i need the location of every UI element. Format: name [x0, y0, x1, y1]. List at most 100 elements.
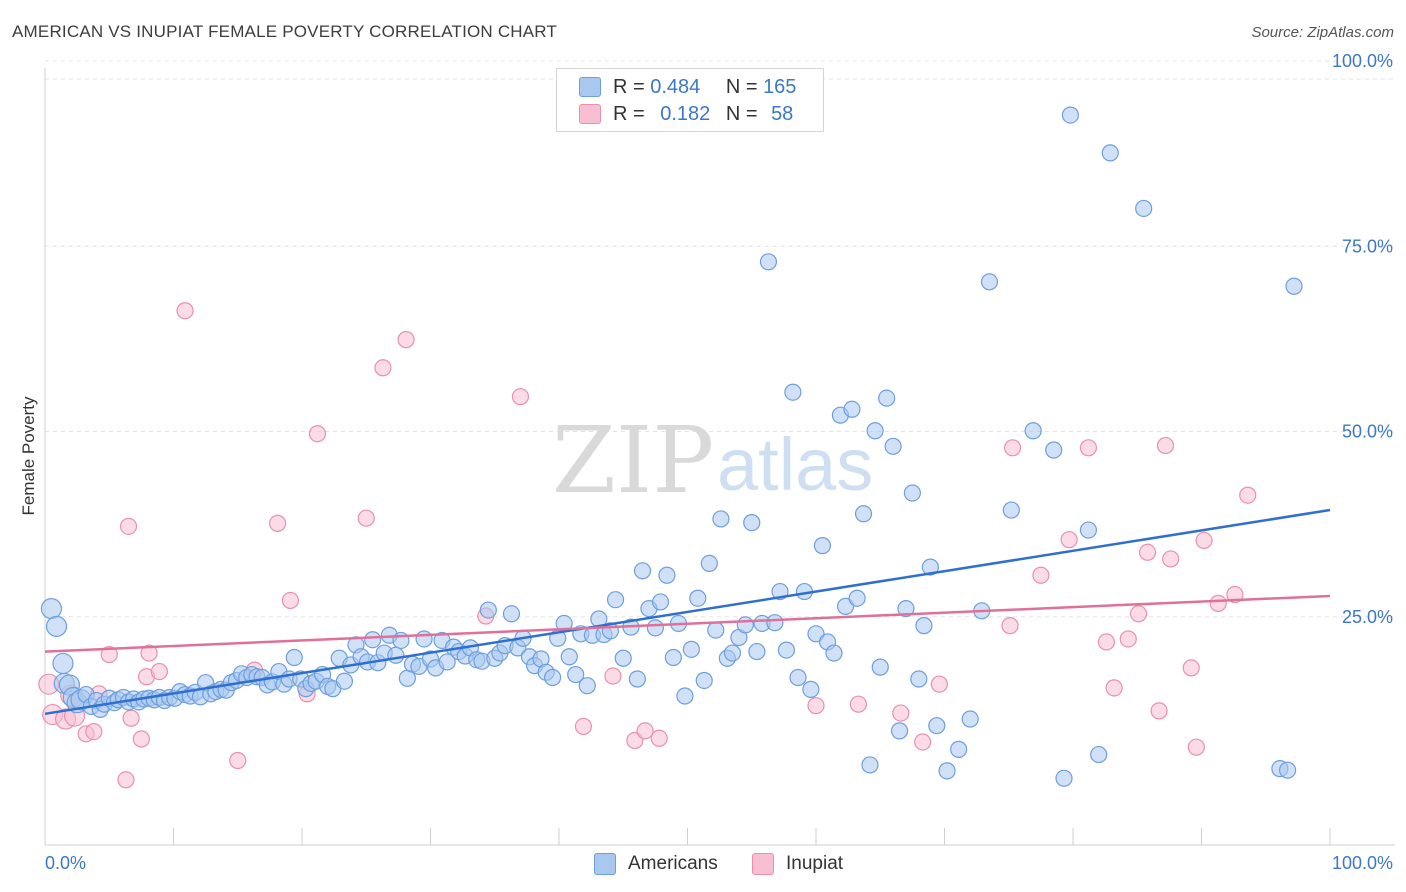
- americans-point: [884, 437, 902, 455]
- watermark-zip: ZIP: [552, 407, 714, 514]
- americans-point: [748, 642, 766, 661]
- americans-point: [1101, 144, 1119, 162]
- americans-point: [682, 640, 700, 658]
- americans-trend-line: [44, 508, 1331, 716]
- inupiat-point: [930, 675, 948, 693]
- americans-point: [910, 670, 928, 688]
- americans-point: [1055, 769, 1073, 787]
- americans-point: [743, 514, 761, 532]
- inupiat-point: [1150, 702, 1168, 720]
- americans-point: [676, 687, 694, 705]
- americans-point: [950, 740, 968, 758]
- bottom-legend-label-inupiat: Inupiat: [786, 853, 844, 874]
- americans-point: [52, 652, 74, 675]
- inupiat-point: [1032, 566, 1050, 584]
- inupiat-point: [807, 697, 825, 715]
- legend-n-value: 58: [771, 102, 794, 125]
- inupiat-point: [140, 644, 158, 662]
- americans-point: [560, 648, 578, 666]
- inupiat-point: [1079, 439, 1098, 457]
- inupiat-point: [604, 667, 622, 685]
- inupiat-point: [176, 302, 194, 320]
- bottom-legend-inupiat: Inupiat: [752, 852, 843, 876]
- inupiat-point: [1239, 486, 1257, 504]
- americans-point: [854, 505, 873, 523]
- axes: [44, 68, 1395, 846]
- stats-legend: R = 0.484 N = 165 R = 0.182 N = 58: [556, 68, 824, 132]
- inupiat-points: [38, 302, 1257, 789]
- inupiat-point: [1162, 550, 1180, 568]
- watermark-atlas: atlas: [717, 423, 873, 506]
- legend-n-label: N =: [725, 102, 758, 125]
- legend-r-label: R =: [613, 75, 645, 98]
- chart-title: AMERICAN VS INUPIAT FEMALE POVERTY CORRE…: [12, 22, 558, 41]
- x-tick-label: 0.0%: [45, 853, 86, 873]
- legend-row-inupiat: R = 0.182 N = 58: [579, 101, 793, 127]
- inupiat-point: [132, 730, 150, 748]
- americans-point: [1090, 745, 1108, 764]
- americans-point: [848, 589, 866, 607]
- legend-n-label: N =: [725, 75, 758, 98]
- inupiat-point: [357, 509, 375, 527]
- inupiat-point: [650, 729, 668, 747]
- inupiat-point: [574, 717, 593, 736]
- inupiat-point: [1119, 630, 1137, 648]
- inupiat-point: [85, 723, 103, 741]
- americans-point: [502, 605, 521, 623]
- inupiat-point: [281, 591, 300, 610]
- y-tick-label: 50.0%: [1342, 422, 1393, 442]
- americans-point: [871, 658, 889, 676]
- americans-point: [861, 756, 879, 774]
- legend-r-label: R =: [613, 102, 645, 125]
- americans-point: [689, 589, 707, 607]
- americans-point: [980, 273, 999, 291]
- americans-point: [707, 621, 725, 639]
- inupiat-point: [1209, 594, 1227, 613]
- inupiat-point: [511, 388, 530, 406]
- americans-point: [567, 665, 585, 684]
- americans-point: [479, 601, 497, 619]
- inupiat-point: [268, 514, 287, 532]
- americans-point: [915, 617, 933, 635]
- inupiat-point: [1060, 531, 1078, 549]
- inupiat-point: [1004, 439, 1022, 457]
- americans-point: [1045, 441, 1063, 459]
- americans-point: [723, 644, 742, 662]
- americans-point: [843, 400, 861, 418]
- inupiat-point: [1187, 738, 1205, 756]
- legend-r-value: 0.484: [650, 75, 701, 98]
- americans-point: [712, 510, 730, 528]
- americans-point: [285, 648, 303, 667]
- americans-point: [40, 597, 63, 620]
- inupiat-point: [229, 751, 247, 770]
- americans-point: [807, 625, 825, 643]
- americans-point: [387, 646, 405, 664]
- inupiat-point: [1097, 633, 1116, 651]
- americans-point: [928, 717, 946, 735]
- americans-point: [789, 668, 807, 687]
- americans-point: [784, 383, 802, 401]
- inupiat-point: [1129, 605, 1148, 623]
- americans-point: [364, 631, 382, 649]
- americans-point: [1061, 106, 1080, 124]
- americans-point: [1079, 521, 1098, 539]
- trend-lines: [44, 508, 1331, 716]
- americans-point: [736, 616, 754, 634]
- legend-swatch-inupiat: [579, 104, 601, 124]
- inupiat-point: [374, 359, 392, 377]
- inupiat-point: [308, 425, 327, 443]
- americans-point: [897, 599, 915, 618]
- inupiat-point: [892, 704, 910, 722]
- americans-point: [836, 597, 855, 615]
- inupiat-point: [397, 331, 415, 349]
- americans-point: [878, 389, 896, 407]
- americans-point: [903, 484, 921, 502]
- inupiat-point: [100, 645, 118, 664]
- americans-point: [802, 680, 820, 698]
- americans-point: [813, 537, 832, 555]
- bottom-swatch-inupiat: [752, 853, 774, 875]
- americans-point: [628, 670, 646, 688]
- inupiat-point: [914, 733, 932, 751]
- inupiat-point: [150, 662, 168, 681]
